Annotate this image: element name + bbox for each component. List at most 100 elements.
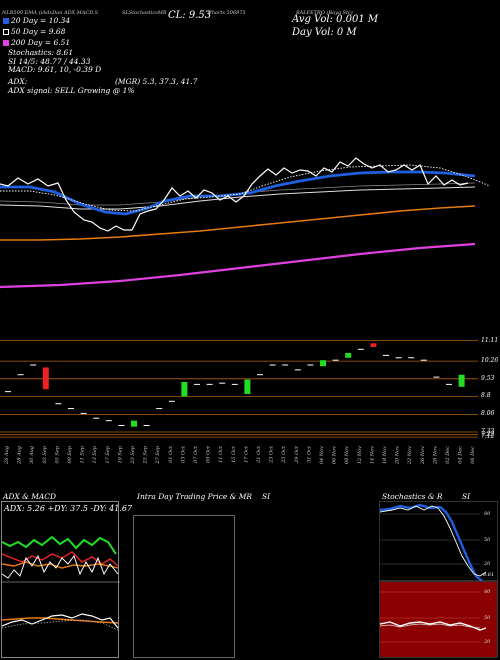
date-label: 14 Nov	[369, 446, 375, 464]
date-label: 29 Oct	[294, 445, 300, 464]
stoch-blue-line	[380, 503, 483, 582]
date-label: 12 Nov	[357, 446, 363, 464]
price-level-label: 7.12	[481, 433, 495, 441]
date-label: 26 Aug	[4, 446, 10, 465]
ema50-dotted-line	[0, 164, 491, 212]
si-panel: 80 50 20	[379, 581, 498, 658]
ema200-line	[0, 186, 476, 210]
close-label: CL: 9.53	[168, 10, 212, 21]
candle-body	[244, 379, 251, 395]
price-level-label: 10.26	[481, 357, 499, 365]
si-svg	[380, 591, 487, 643]
main-chart: 26 Aug 28 Aug 30 Aug 03 Sep 05 Sep 09 Sep 11 S…	[0, 157, 491, 465]
price-level-label: 7.22	[481, 430, 495, 438]
date-label: 06 Dec	[470, 446, 476, 464]
date-label: 22 Nov	[407, 446, 413, 465]
date-label: 20 Nov	[395, 446, 401, 465]
ema-lines	[0, 157, 491, 289]
date-label: 17 Sep	[105, 445, 111, 463]
ema20-label: 20 Day = 10.34	[11, 16, 71, 25]
stoch-panel: 80 50 20 8.61	[379, 501, 498, 582]
date-label: 23 Sep	[130, 445, 136, 464]
date-label: 17 Oct	[243, 445, 249, 463]
legend-mgr: (MGR) 5.3, 37.3, 41.7	[115, 77, 198, 86]
header-right-info: Charts 506975	[208, 10, 246, 16]
stoch-svg	[380, 503, 487, 582]
price-level-label: 8.06	[481, 410, 495, 418]
date-label: 09 Oct	[206, 445, 212, 463]
date-label: 09 Sep	[67, 445, 73, 463]
ema-orange-line	[0, 205, 476, 241]
si-label-80: 80	[484, 589, 491, 595]
date-label: 11 Oct	[218, 445, 224, 463]
date-label: 21 Oct	[256, 445, 262, 464]
date-label: 19 Sep	[117, 445, 123, 463]
legend-ema200: 200 Day = 6.51	[3, 38, 70, 47]
date-label: 27 Sep	[155, 445, 161, 464]
stoch-panel-si: SI	[462, 492, 471, 501]
legend-macd: MACD: 9.61, 10, -0.39 D	[8, 65, 102, 74]
header-mid-info: SLStochasticsMR	[122, 10, 167, 16]
date-label: 01 Oct	[168, 445, 174, 463]
stoch-label-50: 50	[484, 537, 491, 543]
date-label: 04 Nov	[319, 446, 325, 464]
candles-group	[5, 343, 465, 427]
date-label: 28 Aug	[17, 446, 23, 465]
price-line	[0, 157, 469, 232]
day-volume: Day Vol: 0 M	[292, 27, 357, 38]
stoch-label-20: 20	[484, 561, 491, 567]
ema200-label: 200 Day = 6.51	[11, 38, 71, 47]
ema-magenta-line	[0, 242, 476, 289]
avg-volume: Avg Vol: 0.001 M	[292, 14, 379, 25]
stoch-panel-title: Stochastics & R	[382, 492, 443, 501]
date-label: 23 Oct	[269, 445, 275, 464]
si-white-line	[380, 621, 487, 631]
header-symbol-info: BALFETRO (Baya Stc)	[296, 10, 353, 16]
adx-green-line	[2, 535, 117, 555]
date-label: 03 Oct	[180, 445, 186, 463]
stoch-current-value: 8.61	[483, 572, 495, 578]
macd-dotted-line	[2, 619, 119, 631]
date-label: 13 Sep	[92, 445, 98, 463]
adx-macd-svg	[2, 535, 120, 631]
legend-ema50: 50 Day = 9.68	[3, 27, 65, 36]
price-level-label: 11.11	[481, 336, 499, 344]
adx-orange-line	[2, 561, 119, 569]
date-label: 25 Oct	[281, 445, 287, 464]
date-label: 03 Sep	[42, 445, 48, 463]
adx-white-line	[2, 554, 119, 579]
date-label: 18 Nov	[382, 446, 388, 464]
date-label: 08 Nov	[344, 446, 350, 464]
stoch-white-line	[380, 505, 487, 577]
date-label: 15 Oct	[231, 445, 237, 463]
candle-body	[345, 352, 352, 358]
price-level-label: 7.33	[481, 428, 495, 436]
date-label: 11 Sep	[80, 445, 86, 463]
si-label-50: 50	[484, 615, 491, 621]
candle-body	[131, 420, 137, 427]
adx-panel-title: ADX & MACD	[3, 492, 57, 501]
date-label: 07 Oct	[193, 445, 199, 463]
legend-si: SI 14/5: 48.77 / 44.33	[8, 57, 91, 66]
date-label: 04 Dec	[458, 446, 464, 464]
adx-values: ADX: 5.26 +DY: 37.5 -DY: 41.67	[4, 504, 133, 513]
intraday-panel-si: SI	[262, 492, 271, 501]
macd-white-line	[2, 613, 119, 629]
date-label: 02 Dec	[445, 446, 451, 464]
candle-body	[42, 367, 49, 390]
stoch-label-80: 80	[484, 511, 491, 517]
si-label-20: 20	[484, 639, 491, 645]
date-label: 05 Sep	[54, 445, 60, 463]
ema50-label: 50 Day = 9.68	[11, 27, 66, 36]
intraday-panel	[133, 515, 235, 658]
ema20-swatch	[3, 18, 9, 24]
price-level-label: 9.53	[481, 374, 495, 382]
legend-adx: ADX:	[8, 77, 28, 86]
price-level-label: 8.8	[481, 392, 491, 400]
legend-stochastics: Stochastics: 8.61	[8, 48, 74, 57]
date-label: 30 Aug	[29, 446, 35, 464]
price-level-lines	[0, 340, 478, 438]
date-label: 25 Sep	[143, 445, 149, 464]
candle-body	[181, 381, 188, 397]
ema50-swatch	[3, 29, 9, 35]
